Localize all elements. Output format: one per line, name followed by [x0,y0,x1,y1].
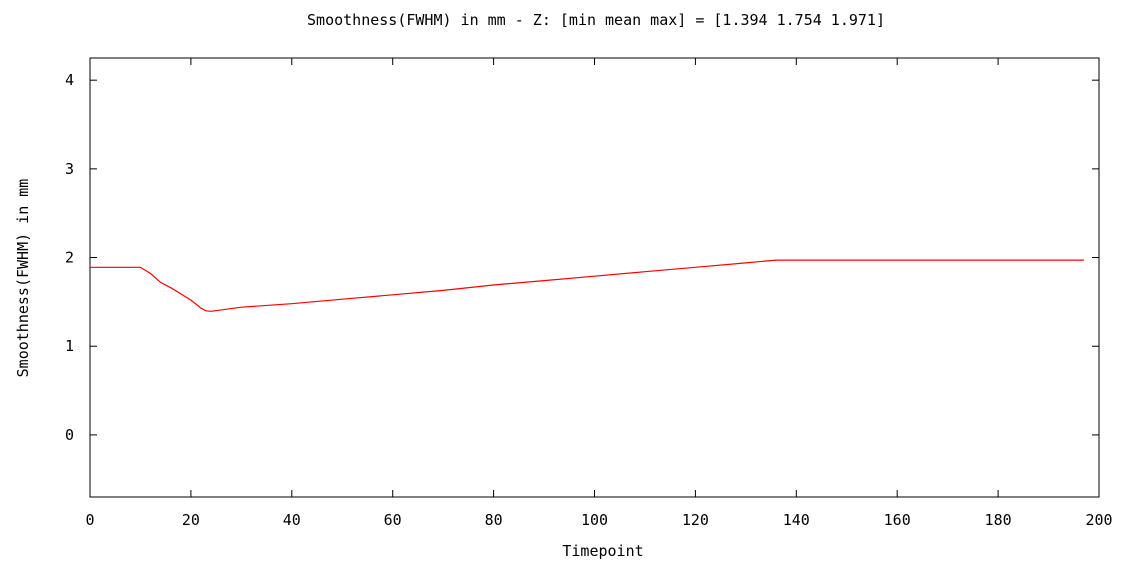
x-tick-label: 160 [884,511,911,529]
x-tick-label: 200 [1085,511,1112,529]
series-layer [90,259,1084,312]
y-tick-label: 0 [65,426,74,444]
y-tick-label: 4 [65,71,74,89]
x-tick-label: 120 [682,511,709,529]
chart-title: Smoothness(FWHM) in mm - Z: [min mean ma… [307,11,885,29]
plot-frame [89,57,1100,498]
x-tick-label: 0 [85,511,94,529]
x-tick-label: 180 [985,511,1012,529]
fwhm-series-line [90,259,1084,312]
y-axis-label: Smoothness(FWHM) in mm [14,179,32,378]
x-tick-label: 80 [485,511,503,529]
x-tick-label: 20 [182,511,200,529]
y-tick-label: 2 [65,249,74,267]
x-tick-label: 100 [581,511,608,529]
x-tick-label: 140 [783,511,810,529]
y-tick-label: 1 [65,337,74,355]
x-tick-label: 60 [384,511,402,529]
x-axis-label: Timepoint [562,542,643,560]
x-tick-label: 40 [283,511,301,529]
axes-ticks: 0 20 40 60 80 100 120 140 160 180 200 0 1 2 3 4 [65,58,1113,529]
y-tick-label: 3 [65,160,74,178]
